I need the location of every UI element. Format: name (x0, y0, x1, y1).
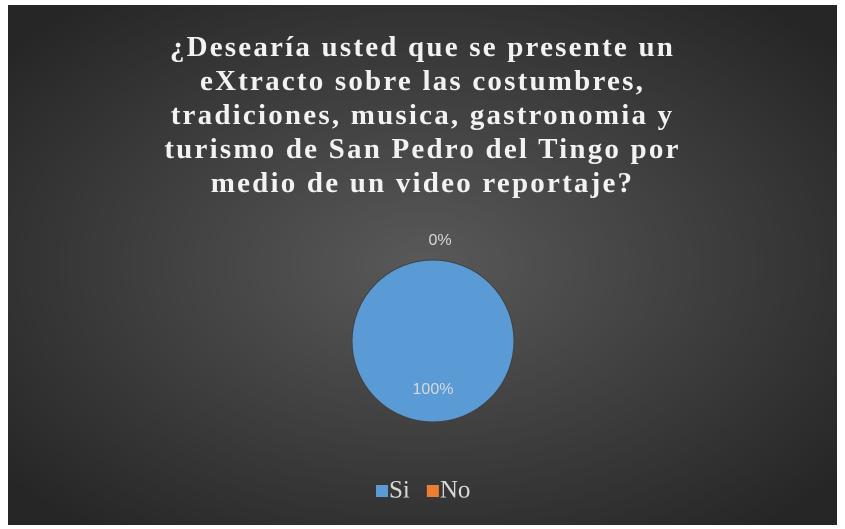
legend-label: Si (389, 477, 410, 504)
data-label: 0% (428, 232, 451, 249)
chart-title: ¿Desearía usted que se presente un eXtra… (164, 31, 681, 199)
pie-slice (351, 259, 515, 423)
data-label: 100% (413, 381, 454, 398)
legend-label: No (440, 477, 471, 504)
legend-swatch (426, 485, 439, 497)
legend-swatch (376, 485, 388, 497)
